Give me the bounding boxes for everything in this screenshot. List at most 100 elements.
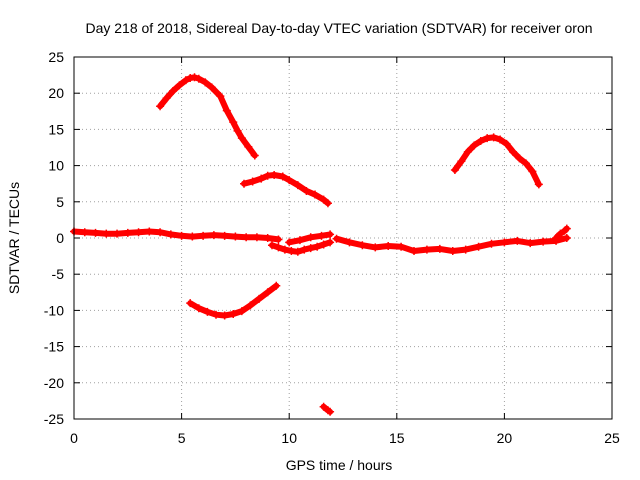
data-point bbox=[285, 238, 294, 247]
data-point bbox=[422, 245, 431, 254]
data-point bbox=[526, 239, 535, 248]
data-point bbox=[476, 136, 485, 145]
data-point bbox=[319, 195, 328, 204]
data-point bbox=[199, 231, 208, 240]
data-point bbox=[263, 288, 272, 297]
data-point bbox=[300, 245, 309, 254]
y-tick-label: 5 bbox=[56, 194, 64, 210]
data-point bbox=[123, 228, 132, 237]
data-point bbox=[113, 229, 122, 238]
data-point bbox=[156, 102, 165, 111]
data-point bbox=[186, 299, 195, 308]
data-point bbox=[345, 238, 354, 247]
data-point bbox=[252, 233, 261, 242]
data-point bbox=[255, 294, 264, 303]
x-axis-title: GPS time / hours bbox=[286, 457, 393, 473]
data-point bbox=[80, 228, 89, 237]
data-point bbox=[293, 247, 302, 256]
data-series bbox=[70, 73, 571, 416]
series-line bbox=[71, 228, 282, 243]
series-line bbox=[157, 74, 258, 159]
data-point bbox=[448, 247, 457, 256]
data-point bbox=[410, 247, 419, 256]
data-point bbox=[521, 159, 530, 168]
data-point bbox=[323, 199, 332, 208]
data-point bbox=[528, 167, 537, 176]
data-point bbox=[509, 147, 518, 156]
data-point bbox=[496, 135, 505, 144]
data-point bbox=[181, 76, 190, 85]
data-point bbox=[91, 228, 100, 237]
data-point bbox=[502, 139, 511, 148]
data-point bbox=[319, 402, 328, 411]
x-tick-label: 0 bbox=[70, 430, 78, 446]
data-point bbox=[306, 233, 315, 242]
data-point bbox=[562, 234, 571, 242]
data-point bbox=[274, 235, 283, 244]
data-point bbox=[257, 174, 266, 183]
series-arc-6 bbox=[285, 230, 335, 247]
x-tick-label: 5 bbox=[178, 430, 186, 446]
series-line bbox=[241, 172, 331, 207]
data-point bbox=[229, 118, 238, 127]
data-point bbox=[220, 311, 229, 320]
data-point bbox=[263, 234, 272, 242]
data-point bbox=[319, 240, 328, 249]
y-tick-labels: -25 -20 -15 -10 -5 0 5 10 15 20 25 bbox=[44, 49, 64, 427]
y-tick-label: -15 bbox=[44, 339, 64, 355]
data-point bbox=[326, 230, 335, 239]
data-point bbox=[168, 87, 177, 96]
data-point bbox=[156, 228, 165, 237]
y-tick-label: 25 bbox=[48, 49, 64, 65]
data-point bbox=[166, 230, 175, 239]
data-point bbox=[246, 301, 255, 310]
data-point bbox=[461, 245, 470, 254]
data-point bbox=[556, 229, 565, 238]
data-point bbox=[285, 176, 294, 185]
data-point bbox=[562, 224, 571, 233]
data-point bbox=[177, 231, 186, 240]
series-arc-5 bbox=[267, 238, 335, 256]
data-point bbox=[216, 92, 225, 101]
series-line bbox=[269, 239, 334, 255]
y-tick-label: -20 bbox=[44, 375, 64, 391]
series-arc-7 bbox=[332, 234, 571, 256]
data-point bbox=[102, 229, 111, 238]
data-point bbox=[194, 304, 203, 313]
data-point bbox=[513, 236, 522, 245]
data-point bbox=[474, 242, 483, 251]
data-point bbox=[293, 181, 302, 190]
series-arc-1 bbox=[156, 73, 259, 160]
data-point bbox=[358, 241, 367, 250]
series-arc-8 bbox=[552, 224, 571, 242]
data-point bbox=[326, 238, 335, 247]
series-line bbox=[451, 134, 542, 188]
data-point bbox=[371, 243, 380, 252]
data-point bbox=[270, 171, 279, 180]
series-arc-3 bbox=[450, 133, 543, 189]
data-point bbox=[280, 245, 289, 254]
axis-ticks bbox=[73, 56, 613, 420]
data-point bbox=[233, 126, 242, 135]
series-arc-9 bbox=[186, 281, 281, 320]
series-arc-2 bbox=[240, 171, 332, 208]
data-point bbox=[274, 243, 283, 252]
data-point bbox=[250, 151, 259, 160]
y-tick-label: 15 bbox=[48, 121, 64, 137]
y-tick-label: 20 bbox=[48, 85, 64, 101]
series-line bbox=[333, 235, 570, 254]
data-point bbox=[306, 244, 315, 253]
data-point bbox=[231, 232, 240, 241]
data-point bbox=[194, 74, 203, 83]
data-point bbox=[267, 241, 276, 250]
data-point bbox=[145, 227, 154, 236]
data-point bbox=[162, 94, 171, 103]
series-arc-10 bbox=[319, 402, 335, 416]
data-point bbox=[457, 157, 466, 166]
data-point bbox=[332, 234, 341, 243]
data-point bbox=[311, 190, 320, 199]
data-point bbox=[463, 147, 472, 156]
data-point bbox=[203, 307, 212, 316]
data-point bbox=[190, 73, 199, 82]
data-point bbox=[237, 134, 246, 143]
